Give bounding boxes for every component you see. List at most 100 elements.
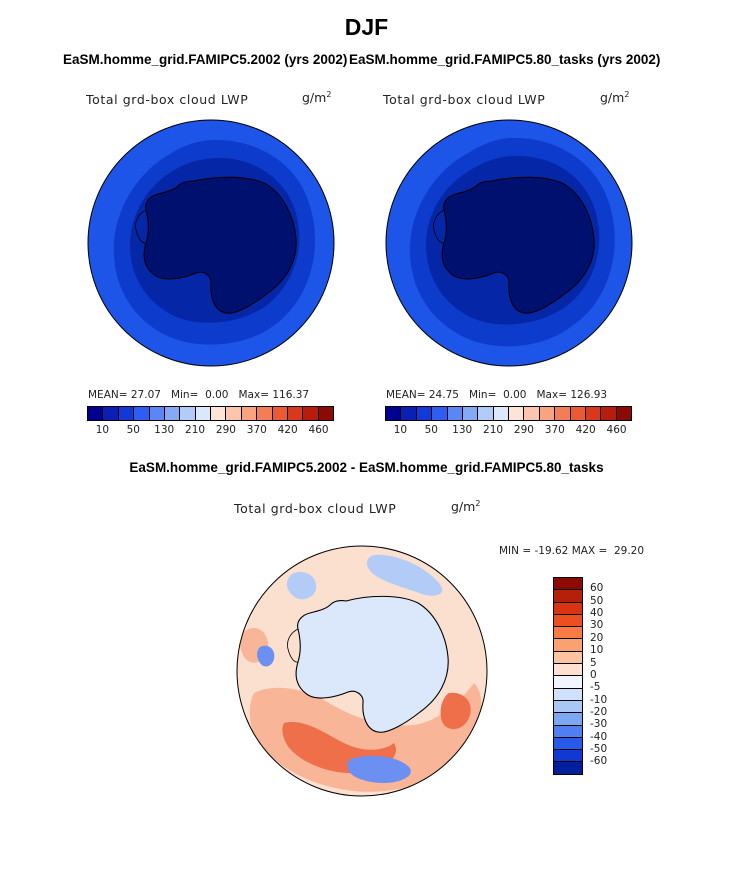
colorbar-tick-label: 50 (126, 424, 140, 436)
right-colorbar (385, 406, 632, 421)
colorbar-swatch (554, 688, 582, 701)
difference-stats-line: MIN = -19.62 MAX = 29.20 (499, 545, 645, 557)
colorbar-tick-label: 10 (393, 424, 408, 436)
difference-polar-map (236, 545, 488, 797)
colorbar-swatch (601, 407, 617, 420)
colorbar-swatch (287, 407, 304, 420)
colorbar-tick-label: 0 (590, 668, 597, 681)
right-polar-map (385, 119, 633, 367)
colorbar-swatch (478, 407, 494, 420)
colorbar-tick-label: 50 (424, 424, 438, 436)
difference-panel-title: EaSM.homme_grid.FAMIPC5.2002 - EaSM.homm… (129, 460, 604, 475)
colorbar-swatch (554, 590, 582, 603)
left-variable-label: Total grd-box cloud LWP (86, 92, 249, 107)
colorbar-swatch (554, 700, 582, 714)
right-colorbar-ticks: 10 50 130 210 290 370 420 460 (385, 424, 630, 438)
colorbar-swatch (257, 407, 273, 420)
colorbar-swatch (180, 407, 196, 420)
colorbar-swatch (401, 407, 417, 420)
difference-colorbar (553, 577, 583, 775)
difference-colorbar-ticks: 60 50 40 30 20 10 5 0 -5 -10 -20 -30 -40 -50 -60 (590, 577, 630, 777)
colorbar-tick-label: -50 (590, 743, 608, 756)
right-variable-label: Total grd-box cloud LWP (383, 92, 546, 107)
antarctica-field (441, 176, 595, 314)
negative-anomaly-region (366, 554, 443, 596)
colorbar-swatch (554, 664, 582, 677)
colorbar-swatch (416, 407, 433, 420)
colorbar-swatch (509, 407, 525, 420)
colorbar-swatch (241, 407, 258, 420)
strong-positive-region (440, 692, 471, 730)
left-colorbar-ticks: 10 50 130 210 290 370 420 460 (87, 424, 332, 438)
colorbar-swatch (554, 737, 582, 751)
colorbar-swatch (272, 407, 288, 420)
colorbar-tick-label: 460 (606, 424, 627, 436)
colorbar-swatch (226, 407, 242, 420)
right-stats-line: MEAN= 24.75 Min= 0.00 Max= 126.93 (386, 389, 608, 401)
antarctica-field (143, 176, 297, 314)
figure-title: DJF (344, 14, 389, 40)
colorbar-tick-label: 5 (590, 656, 597, 669)
colorbar-tick-label: 40 (590, 607, 604, 620)
colorbar-swatch (432, 407, 448, 420)
colorbar-swatch (303, 407, 319, 420)
colorbar-swatch (554, 651, 582, 665)
colorbar-tick-label: -10 (590, 693, 608, 706)
strong-negative-region (347, 755, 411, 783)
colorbar-swatch (164, 407, 181, 420)
colorbar-tick-label: 370 (544, 424, 565, 436)
colorbar-swatch (447, 407, 463, 420)
colorbar-swatch (554, 676, 582, 689)
colorbar-swatch (134, 407, 150, 420)
colorbar-swatch (149, 407, 165, 420)
left-panel-title: EaSM.homme_grid.FAMIPC5.2002 (yrs 2002) (63, 52, 348, 67)
strong-negative-region (257, 645, 275, 667)
colorbar-swatch (88, 407, 104, 420)
colorbar-tick-label: -60 (590, 755, 608, 768)
colorbar-tick-label: 290 (215, 424, 236, 436)
colorbar-tick-label: 130 (452, 424, 473, 436)
left-polar-map (87, 119, 335, 367)
colorbar-tick-label: -5 (590, 681, 601, 694)
colorbar-swatch (554, 578, 582, 591)
colorbar-swatch (555, 407, 571, 420)
colorbar-tick-label: 50 (590, 594, 604, 607)
colorbar-tick-label: 420 (277, 424, 298, 436)
colorbar-tick-label: 370 (246, 424, 267, 436)
colorbar-tick-label: 210 (185, 424, 206, 436)
colorbar-swatch (554, 750, 582, 763)
colorbar-swatch (211, 407, 227, 420)
colorbar-swatch (554, 627, 582, 640)
colorbar-tick-label: 420 (575, 424, 596, 436)
colorbar-swatch (318, 407, 333, 420)
left-units-label: g/m2 (302, 90, 332, 106)
colorbar-swatch (103, 407, 119, 420)
colorbar-swatch (570, 407, 586, 420)
colorbar-swatch (554, 602, 582, 615)
colorbar-swatch (386, 407, 402, 420)
right-panel-title: EaSM.homme_grid.FAMIPC5.80_tasks (yrs 20… (349, 52, 661, 67)
difference-units-label: g/m2 (451, 499, 481, 515)
colorbar-swatch (493, 407, 509, 420)
colorbar-swatch (554, 639, 582, 652)
left-colorbar (87, 406, 334, 421)
colorbar-tick-label: 210 (483, 424, 504, 436)
colorbar-swatch (539, 407, 556, 420)
colorbar-swatch (524, 407, 540, 420)
negative-anomaly-region (286, 571, 317, 600)
colorbar-swatch (554, 713, 582, 726)
colorbar-tick-label: 10 (590, 644, 604, 657)
colorbar-swatch (554, 614, 582, 628)
colorbar-tick-label: -40 (590, 730, 608, 743)
positive-anomaly-region (249, 683, 482, 792)
left-stats-line: MEAN= 27.07 Min= 0.00 Max= 116.37 (88, 389, 310, 401)
colorbar-swatch (616, 407, 631, 420)
colorbar-tick-label: 290 (513, 424, 534, 436)
colorbar-tick-label: -20 (590, 705, 608, 718)
colorbar-tick-label: 130 (154, 424, 175, 436)
colorbar-tick-label: 10 (95, 424, 110, 436)
colorbar-tick-label: 20 (590, 631, 604, 644)
colorbar-swatch (195, 407, 211, 420)
colorbar-swatch (462, 407, 479, 420)
colorbar-swatch (118, 407, 135, 420)
